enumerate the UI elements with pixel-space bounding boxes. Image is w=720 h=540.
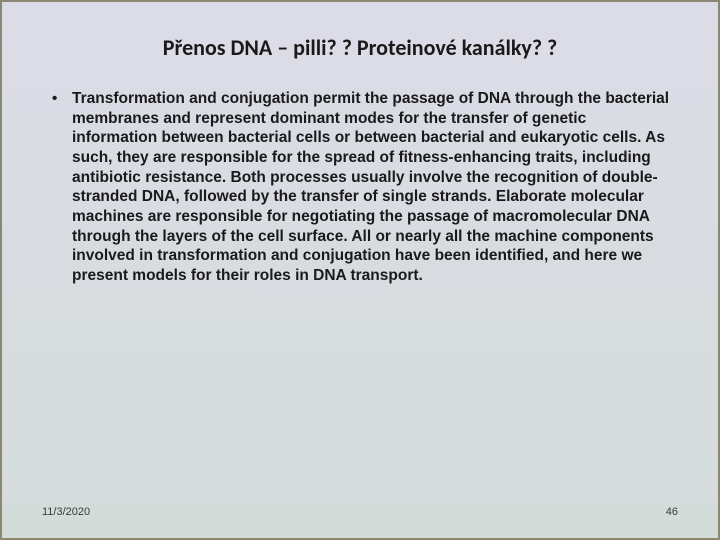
- slide-title: Přenos DNA – pilli? ? Proteinové kanálky…: [2, 2, 718, 89]
- bullet-list: Transformation and conjugation permit th…: [48, 89, 672, 286]
- footer-page-number: 46: [666, 506, 678, 518]
- footer-date: 11/3/2020: [42, 506, 90, 518]
- slide-body: Transformation and conjugation permit th…: [2, 89, 718, 286]
- bullet-item: Transformation and conjugation permit th…: [48, 89, 672, 286]
